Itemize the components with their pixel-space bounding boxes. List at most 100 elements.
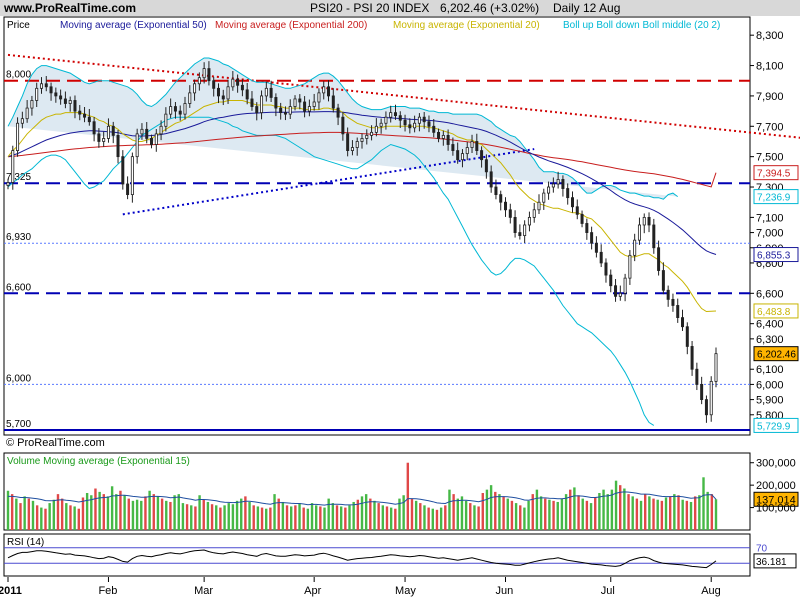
candle-body bbox=[585, 223, 589, 233]
candle-body bbox=[59, 95, 63, 100]
volume-bar bbox=[531, 494, 534, 530]
volume-bar bbox=[181, 503, 185, 530]
volume-bar bbox=[602, 489, 605, 530]
candle-body bbox=[642, 216, 646, 226]
volume-bar bbox=[140, 500, 143, 530]
level-label: 6,600 bbox=[6, 282, 31, 293]
volume-bar bbox=[673, 494, 676, 530]
volume-bar bbox=[252, 505, 255, 530]
volume-bar bbox=[98, 491, 101, 530]
volume-bar bbox=[410, 498, 414, 530]
candle-body bbox=[150, 138, 154, 145]
price-axis: 8,3008,1007,9007,7007,5007,3007,1007,000… bbox=[750, 30, 784, 422]
volume-bar bbox=[498, 494, 501, 530]
volume-bar bbox=[506, 498, 509, 530]
volume-bar bbox=[65, 503, 68, 530]
candle-body bbox=[212, 80, 216, 89]
candle-body bbox=[379, 122, 383, 127]
candle-body bbox=[73, 100, 77, 112]
candle-body bbox=[260, 95, 264, 114]
legend-item: Moving average (Exponential 50) bbox=[60, 20, 207, 31]
candle-body bbox=[221, 95, 225, 100]
level-label: 6,930 bbox=[6, 232, 31, 243]
candle-body bbox=[312, 101, 316, 107]
volume-bar bbox=[227, 503, 230, 530]
brand-label[interactable]: www.ProRealTime.com bbox=[3, 1, 136, 15]
volume-bar bbox=[510, 500, 514, 530]
candle-body bbox=[140, 128, 144, 135]
candle-body bbox=[245, 89, 249, 100]
volume-bar bbox=[106, 496, 110, 530]
volume-bar bbox=[469, 503, 472, 530]
price-tick-label: 6,300 bbox=[756, 334, 784, 346]
volume-bar bbox=[23, 496, 26, 530]
candle-body bbox=[169, 106, 173, 115]
value-tag bbox=[753, 417, 799, 433]
volume-bar bbox=[606, 494, 609, 530]
volume-bar bbox=[35, 505, 39, 530]
candle-body bbox=[551, 183, 555, 188]
candle-body bbox=[609, 274, 613, 287]
volume-bar bbox=[423, 505, 426, 530]
volume-bar bbox=[623, 488, 626, 530]
candle-body bbox=[652, 224, 656, 249]
volume-bar bbox=[544, 498, 547, 530]
candle-body bbox=[628, 254, 632, 279]
rsi-title: RSI (14) bbox=[7, 537, 44, 548]
candle-body bbox=[231, 78, 235, 88]
volume-bar bbox=[381, 505, 385, 530]
candle-body bbox=[154, 133, 158, 145]
candle-body bbox=[537, 201, 541, 211]
volume-bar bbox=[135, 499, 139, 530]
ema50-line bbox=[7, 111, 717, 255]
volume-bar bbox=[631, 496, 634, 530]
price-tick-label: 7,700 bbox=[756, 121, 784, 133]
candle-body bbox=[116, 134, 120, 158]
volume-bar bbox=[240, 498, 243, 530]
volume-bar bbox=[339, 506, 343, 530]
candle-body bbox=[307, 106, 311, 112]
candle-body bbox=[87, 116, 91, 123]
volume-bar bbox=[385, 506, 389, 530]
candle-body bbox=[264, 87, 268, 97]
price-tick-label: 6,000 bbox=[756, 379, 784, 391]
copyright-label: © ProRealTime.com bbox=[6, 437, 105, 449]
volume-bar bbox=[539, 496, 543, 530]
volume-bar bbox=[52, 499, 56, 530]
candle-body bbox=[614, 285, 618, 297]
candle-body bbox=[279, 107, 283, 114]
volume-bar bbox=[314, 505, 318, 530]
candle-body bbox=[594, 242, 598, 253]
volume-bar bbox=[244, 496, 247, 530]
volume-bar bbox=[685, 500, 689, 530]
candle-body bbox=[255, 106, 259, 114]
candle-body bbox=[226, 86, 230, 100]
volume-bar bbox=[706, 491, 709, 530]
candle-body bbox=[637, 224, 641, 241]
candle-body bbox=[159, 125, 163, 135]
x-tick-label: Mar bbox=[194, 585, 213, 597]
volume-bar bbox=[102, 494, 105, 530]
volume-bar bbox=[144, 496, 147, 530]
volume-bar bbox=[689, 501, 693, 530]
candle-body bbox=[145, 128, 149, 139]
candle-body bbox=[556, 179, 560, 185]
price-panel-frame bbox=[3, 16, 751, 436]
candle-body bbox=[441, 134, 445, 139]
candle-body bbox=[178, 110, 182, 115]
volume-bar bbox=[527, 500, 530, 530]
volume-bar bbox=[6, 490, 10, 530]
legend-item: Price bbox=[7, 20, 30, 31]
candle-body bbox=[460, 153, 464, 161]
header-bar bbox=[0, 0, 800, 16]
volume-bar bbox=[15, 498, 18, 530]
volume-bar bbox=[564, 494, 568, 530]
candle-body bbox=[714, 353, 718, 382]
candle-body bbox=[78, 110, 82, 115]
candle-body bbox=[370, 131, 374, 136]
candle-body bbox=[494, 186, 498, 196]
volume-bar bbox=[85, 493, 89, 530]
rsi-tick-label: 70 bbox=[756, 544, 768, 555]
candle-body bbox=[408, 124, 412, 129]
